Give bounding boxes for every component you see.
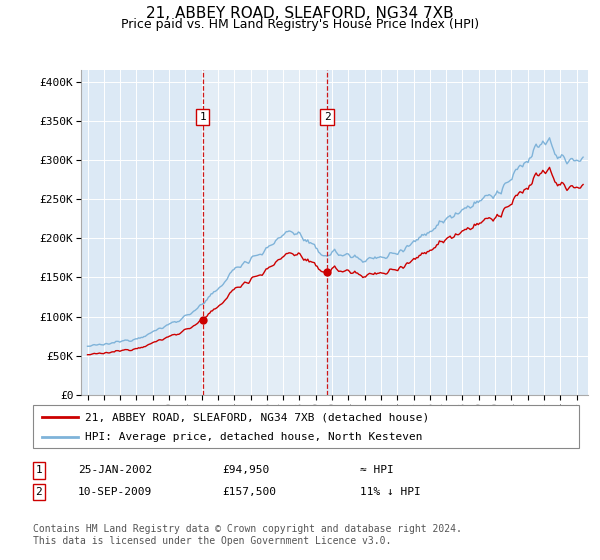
Bar (203, 70, 327, 395)
Text: 25-JAN-2002: 25-JAN-2002 (78, 465, 152, 475)
Text: 1: 1 (35, 465, 43, 475)
Text: 21, ABBEY ROAD, SLEAFORD, NG34 7XB: 21, ABBEY ROAD, SLEAFORD, NG34 7XB (146, 6, 454, 21)
Text: Price paid vs. HM Land Registry's House Price Index (HPI): Price paid vs. HM Land Registry's House … (121, 18, 479, 31)
Text: 2: 2 (35, 487, 43, 497)
Text: 1: 1 (199, 112, 206, 122)
Text: ≈ HPI: ≈ HPI (360, 465, 394, 475)
Text: 21, ABBEY ROAD, SLEAFORD, NG34 7XB (detached house): 21, ABBEY ROAD, SLEAFORD, NG34 7XB (deta… (85, 412, 430, 422)
Text: HPI: Average price, detached house, North Kesteven: HPI: Average price, detached house, Nort… (85, 432, 422, 442)
Text: £94,950: £94,950 (222, 465, 269, 475)
Text: This data is licensed under the Open Government Licence v3.0.: This data is licensed under the Open Gov… (33, 536, 391, 547)
Text: Contains HM Land Registry data © Crown copyright and database right 2024.: Contains HM Land Registry data © Crown c… (33, 524, 462, 534)
Text: £157,500: £157,500 (222, 487, 276, 497)
Text: 2: 2 (324, 112, 331, 122)
Text: 11% ↓ HPI: 11% ↓ HPI (360, 487, 421, 497)
Text: 10-SEP-2009: 10-SEP-2009 (78, 487, 152, 497)
